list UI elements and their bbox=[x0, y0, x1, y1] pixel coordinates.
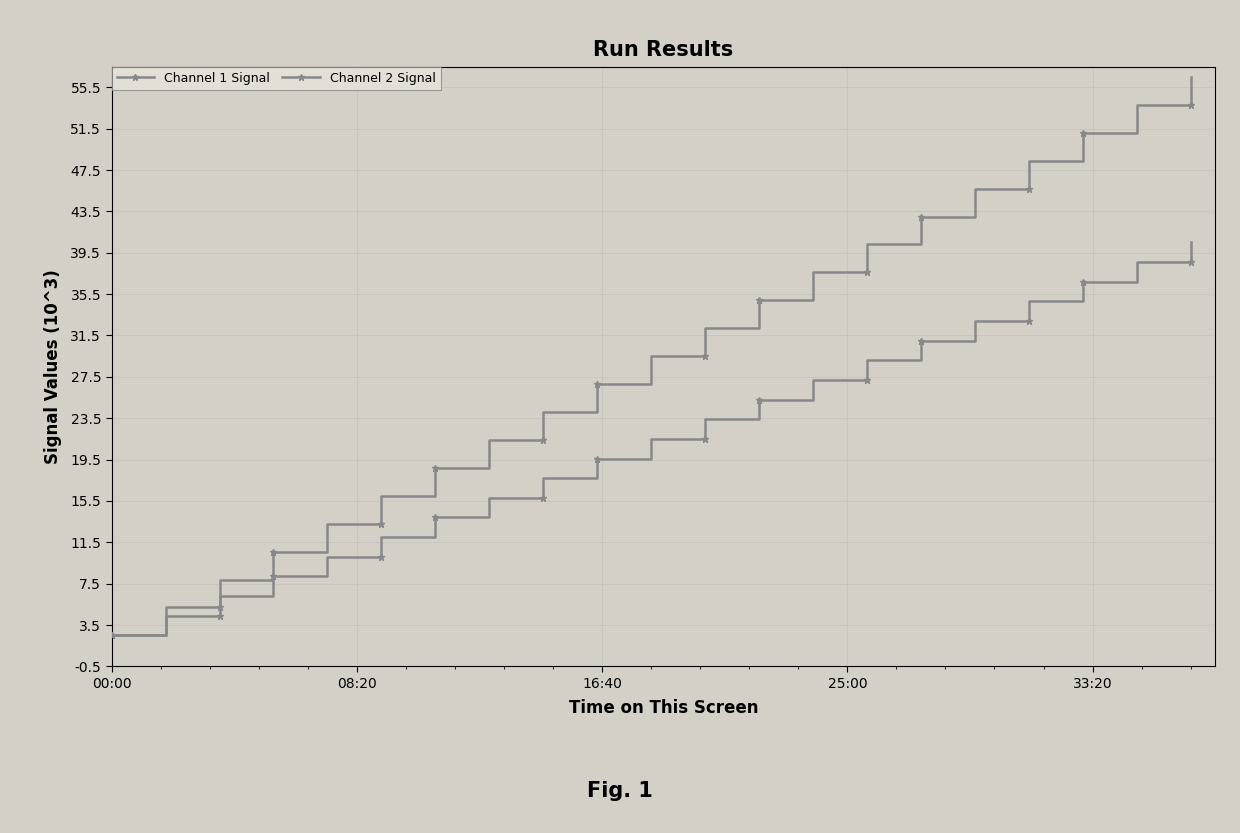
Channel 2 Signal bbox=[1183, 257, 1198, 267]
Channel 1 Signal bbox=[212, 602, 227, 612]
Channel 2 Signal bbox=[267, 571, 281, 581]
Channel 2 Signal bbox=[914, 336, 929, 346]
Channel 2 Signal bbox=[698, 434, 713, 444]
Channel 2 Signal bbox=[320, 551, 335, 561]
Channel 2 Signal bbox=[104, 631, 119, 641]
Channel 2 Signal bbox=[536, 473, 551, 483]
Channel 2 Signal bbox=[590, 473, 605, 483]
Channel 1 Signal bbox=[428, 491, 443, 501]
Channel 1 Signal bbox=[859, 267, 874, 277]
Line: Channel 2 Signal: Channel 2 Signal bbox=[108, 239, 1194, 639]
Channel 1 Signal bbox=[159, 602, 174, 612]
Channel 2 Signal bbox=[159, 631, 174, 641]
Channel 2 Signal bbox=[482, 512, 497, 522]
Channel 2 Signal bbox=[428, 512, 443, 522]
Channel 1 Signal bbox=[374, 519, 389, 529]
Channel 1 Signal bbox=[159, 631, 174, 641]
Channel 1 Signal bbox=[1075, 156, 1090, 166]
Channel 2 Signal bbox=[644, 434, 658, 444]
Channel 1 Signal bbox=[590, 407, 605, 417]
Channel 1 Signal bbox=[590, 379, 605, 389]
Channel 2 Signal bbox=[751, 395, 766, 405]
Channel 1 Signal bbox=[644, 352, 658, 362]
Channel 1 Signal bbox=[806, 296, 821, 306]
Legend: Channel 1 Signal, Channel 2 Signal: Channel 1 Signal, Channel 2 Signal bbox=[112, 67, 441, 90]
Channel 1 Signal bbox=[320, 519, 335, 529]
Channel 2 Signal bbox=[212, 591, 227, 601]
Channel 2 Signal bbox=[698, 414, 713, 424]
Channel 2 Signal bbox=[751, 414, 766, 424]
Channel 1 Signal bbox=[1183, 72, 1198, 82]
Channel 2 Signal bbox=[320, 571, 335, 581]
Channel 2 Signal bbox=[1130, 257, 1145, 267]
Channel 1 Signal bbox=[428, 463, 443, 473]
Channel 2 Signal bbox=[914, 356, 929, 366]
Channel 2 Signal bbox=[267, 591, 281, 601]
Channel 2 Signal bbox=[1130, 277, 1145, 287]
Channel 1 Signal bbox=[482, 463, 497, 473]
Channel 1 Signal bbox=[1022, 156, 1037, 166]
Channel 1 Signal bbox=[1075, 127, 1090, 137]
Channel 1 Signal bbox=[267, 546, 281, 556]
Channel 2 Signal bbox=[859, 356, 874, 366]
Channel 1 Signal bbox=[751, 323, 766, 333]
Channel 1 Signal bbox=[914, 240, 929, 250]
Channel 1 Signal bbox=[536, 435, 551, 445]
Channel 2 Signal bbox=[374, 532, 389, 542]
Channel 1 Signal bbox=[698, 323, 713, 333]
Channel 2 Signal bbox=[428, 532, 443, 542]
Line: Channel 1 Signal: Channel 1 Signal bbox=[108, 73, 1194, 639]
Channel 1 Signal bbox=[698, 352, 713, 362]
Channel 2 Signal bbox=[212, 611, 227, 621]
X-axis label: Time on This Screen: Time on This Screen bbox=[569, 699, 758, 717]
Channel 1 Signal bbox=[482, 435, 497, 445]
Channel 2 Signal bbox=[159, 611, 174, 621]
Channel 2 Signal bbox=[806, 375, 821, 385]
Channel 1 Signal bbox=[967, 183, 982, 193]
Title: Run Results: Run Results bbox=[593, 39, 734, 59]
Channel 1 Signal bbox=[1022, 183, 1037, 193]
Channel 1 Signal bbox=[374, 491, 389, 501]
Channel 2 Signal bbox=[1022, 297, 1037, 307]
Channel 1 Signal bbox=[320, 546, 335, 556]
Channel 1 Signal bbox=[536, 407, 551, 417]
Channel 2 Signal bbox=[1075, 277, 1090, 287]
Channel 2 Signal bbox=[1183, 237, 1198, 247]
Channel 1 Signal bbox=[751, 296, 766, 306]
Y-axis label: Signal Values (10^3): Signal Values (10^3) bbox=[43, 269, 62, 464]
Channel 2 Signal bbox=[967, 316, 982, 326]
Channel 2 Signal bbox=[536, 493, 551, 503]
Channel 2 Signal bbox=[1075, 297, 1090, 307]
Channel 1 Signal bbox=[644, 379, 658, 389]
Channel 1 Signal bbox=[967, 212, 982, 222]
Channel 1 Signal bbox=[104, 631, 119, 641]
Channel 2 Signal bbox=[644, 453, 658, 463]
Channel 1 Signal bbox=[1183, 100, 1198, 110]
Channel 2 Signal bbox=[806, 395, 821, 405]
Channel 2 Signal bbox=[967, 336, 982, 346]
Channel 2 Signal bbox=[482, 493, 497, 503]
Channel 2 Signal bbox=[374, 551, 389, 561]
Channel 1 Signal bbox=[806, 267, 821, 277]
Channel 2 Signal bbox=[590, 453, 605, 463]
Channel 2 Signal bbox=[859, 375, 874, 385]
Channel 1 Signal bbox=[859, 240, 874, 250]
Channel 1 Signal bbox=[267, 575, 281, 585]
Channel 1 Signal bbox=[212, 575, 227, 585]
Channel 1 Signal bbox=[914, 212, 929, 222]
Channel 1 Signal bbox=[1130, 127, 1145, 137]
Channel 2 Signal bbox=[1022, 316, 1037, 326]
Text: Fig. 1: Fig. 1 bbox=[587, 781, 653, 801]
Channel 1 Signal bbox=[1130, 100, 1145, 110]
